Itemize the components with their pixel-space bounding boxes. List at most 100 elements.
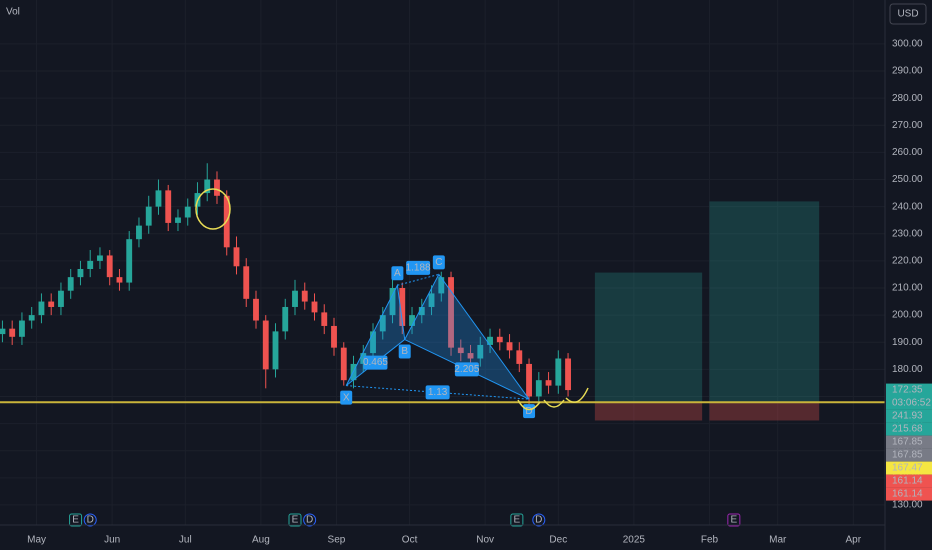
candle-body: [145, 206, 152, 226]
candle-body: [58, 290, 64, 307]
price-label: 167.47: [892, 463, 923, 474]
candle-body: [28, 315, 35, 321]
pattern-point-label: B: [401, 346, 408, 357]
y-tick-label: 230.00: [892, 228, 923, 239]
highlight-circle: [195, 188, 231, 230]
pattern-point-label-box: [398, 344, 411, 359]
price-label: 215.68: [892, 424, 923, 435]
candle-body: [48, 301, 55, 307]
candle-body: [116, 277, 123, 283]
candle-body: [175, 217, 181, 223]
target-zone: [709, 201, 820, 403]
pattern-ratio: 2.205: [454, 364, 479, 375]
price-label-box: [886, 383, 932, 410]
price-label: 172.35: [892, 385, 923, 396]
candle-body: [311, 301, 318, 313]
candle-body: [165, 190, 172, 223]
x-tick-label: Jul: [179, 535, 192, 546]
event-marker: [510, 513, 524, 527]
candle-body: [87, 260, 94, 270]
x-tick-label: Jun: [104, 535, 120, 546]
x-tick-label: 2025: [623, 535, 646, 546]
event-label: E: [72, 515, 79, 526]
pattern-point-label: C: [435, 257, 442, 268]
pattern-leg: [397, 273, 439, 286]
event-marker: [288, 513, 302, 527]
y-tick-label: 210.00: [892, 283, 923, 294]
price-label: 161.14: [892, 476, 923, 487]
highlight-arcs: [517, 387, 589, 411]
y-tick-label: 220.00: [892, 256, 923, 267]
candle-body: [204, 179, 211, 194]
pattern-ratio-box: [406, 260, 431, 275]
candle-body: [292, 290, 298, 307]
candle-body: [9, 328, 16, 337]
event-label: D: [306, 515, 313, 526]
x-tick-label: Oct: [402, 535, 418, 546]
candle-body: [496, 336, 503, 343]
event-marker: [532, 513, 546, 527]
price-label: 167.85: [892, 437, 923, 448]
pattern-ratio-box: [425, 385, 450, 400]
candle-body: [418, 306, 425, 316]
candle-body: [535, 380, 542, 397]
candle-body: [545, 380, 552, 386]
pattern-point-label-box: [340, 390, 353, 405]
candle-body: [126, 239, 133, 283]
candle-body: [331, 325, 337, 348]
pattern-point-label: D: [525, 406, 532, 417]
y-tick-label: 260.00: [892, 147, 923, 158]
candle-body: [457, 347, 464, 354]
target-zone: [594, 272, 703, 403]
candle-body: [487, 336, 493, 345]
candle-body: [360, 353, 367, 364]
y-tick-label: 250.00: [892, 174, 923, 185]
candle-body: [379, 315, 386, 332]
candle-body: [409, 315, 415, 326]
x-tick-label: Dec: [549, 535, 567, 546]
event-label: E: [514, 515, 521, 526]
currency-button[interactable]: [889, 3, 927, 25]
pattern-point-label: X: [343, 392, 350, 403]
event-label: D: [535, 515, 542, 526]
pattern-leg: [346, 385, 530, 400]
price-label: 167.85: [892, 450, 923, 461]
x-tick-label: Aug: [252, 535, 270, 546]
candle-body: [184, 206, 191, 218]
price-label-box: [886, 474, 932, 488]
candle-body: [243, 266, 250, 299]
y-tick-label: 300.00: [892, 39, 923, 50]
x-tick-label: Sep: [328, 535, 346, 546]
candle-body: [38, 301, 45, 316]
pattern-ratio-box: [363, 355, 388, 370]
pattern-ratio: 1.13: [428, 387, 448, 398]
y-tick-label: 240.00: [892, 201, 923, 212]
event-marker: [303, 513, 317, 527]
candle-body: [136, 225, 142, 240]
candle-body: [233, 247, 240, 267]
pattern-ratio: 0.465: [363, 357, 388, 368]
candle-body: [399, 287, 406, 326]
x-tick-label: May: [27, 535, 46, 546]
candle-body: [555, 358, 562, 386]
event-marker: [83, 513, 97, 527]
x-tick-label: Nov: [476, 535, 494, 546]
event-marker: [69, 513, 83, 527]
candle-body: [77, 269, 84, 278]
candle-body: [516, 350, 523, 364]
vol-label: Vol: [6, 7, 20, 18]
countdown: 03:06:52: [892, 398, 931, 409]
price-label-box: [886, 448, 932, 462]
price-label-box: [886, 487, 932, 501]
pattern-ratio: 1.188: [406, 262, 431, 273]
x-tick-label: Mar: [769, 535, 787, 546]
currency[interactable]: USD: [897, 9, 918, 20]
candle-body: [428, 293, 435, 307]
y-tick-label: 290.00: [892, 66, 923, 77]
pattern-ratio-box: [454, 362, 479, 377]
event-label: D: [87, 515, 94, 526]
candle-body: [106, 255, 113, 278]
y-tick-label: 200.00: [892, 310, 923, 321]
candle-body: [340, 347, 347, 381]
y-tick-label: 180.00: [892, 364, 923, 375]
